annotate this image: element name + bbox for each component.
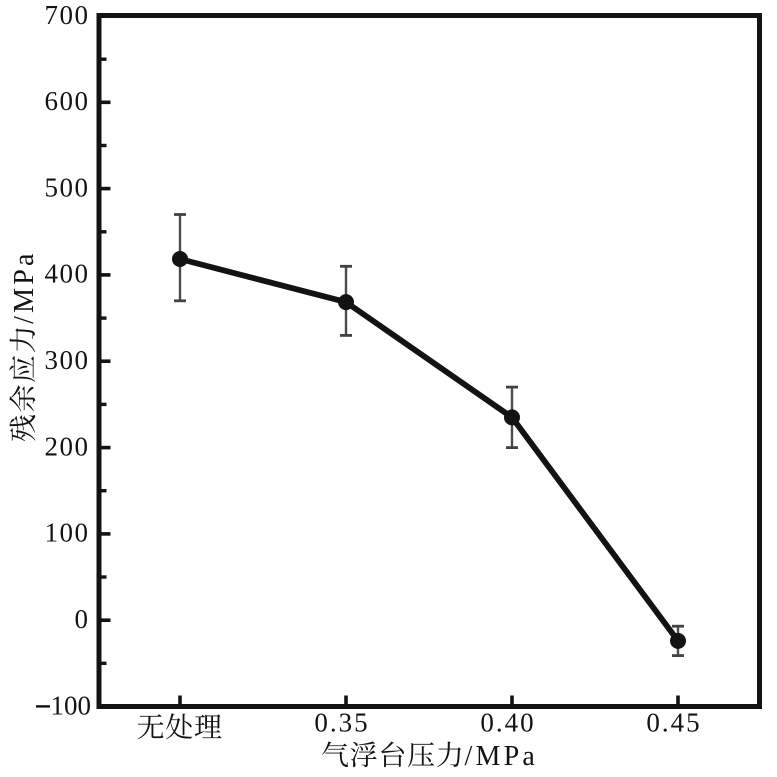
svg-text:0.40: 0.40: [480, 708, 535, 738]
svg-text:0: 0: [75, 604, 90, 634]
svg-text:600: 600: [45, 86, 90, 116]
svg-text:100: 100: [45, 518, 90, 548]
svg-text:500: 500: [45, 172, 90, 202]
svg-text:/MPa: /MPa: [465, 741, 538, 772]
svg-text:200: 200: [45, 431, 90, 461]
svg-text:700: 700: [45, 0, 90, 30]
svg-text:0.35: 0.35: [314, 708, 369, 738]
svg-text:/MPa: /MPa: [9, 250, 40, 323]
svg-text:400: 400: [45, 259, 90, 289]
svg-text:0.45: 0.45: [646, 708, 701, 738]
svg-text:100: 100: [51, 690, 92, 720]
svg-text:300: 300: [45, 345, 90, 375]
